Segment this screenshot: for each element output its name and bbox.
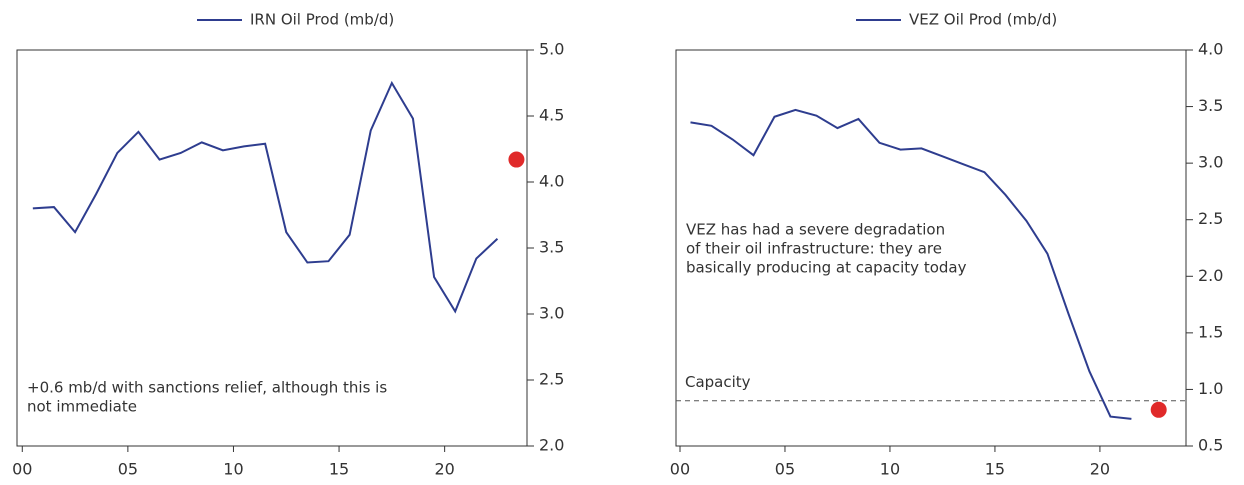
y-tick-label: 3.0: [539, 304, 564, 323]
y-tick-label: 2.5: [1198, 209, 1223, 228]
plot-frame: [675, 49, 1187, 447]
y-tick-label: 4.5: [539, 106, 564, 125]
x-tick-label: 05: [118, 460, 138, 479]
y-tick-label: 3.0: [1198, 153, 1223, 172]
x-tick-label: 20: [434, 460, 454, 479]
annotation: of their oil infrastructure: they are: [686, 240, 942, 258]
y-tick-label: 3.5: [539, 238, 564, 257]
x-tick-label: 15: [985, 460, 1005, 479]
y-tick-label: 4.0: [1198, 40, 1223, 59]
legend-label: IRN Oil Prod (mb/d): [250, 11, 394, 29]
y-tick-label: 3.5: [1198, 96, 1223, 115]
x-tick-label: 00: [12, 460, 32, 479]
y-tick-label: 2.0: [1198, 266, 1223, 285]
y-tick-label: 4.0: [539, 172, 564, 191]
y-tick-label: 5.0: [539, 40, 564, 59]
annotation: +0.6 mb/d with sanctions relief, althoug…: [27, 379, 387, 397]
x-tick-label: 15: [329, 460, 349, 479]
y-tick-label: 1.0: [1198, 379, 1223, 398]
x-tick-label: 05: [775, 460, 795, 479]
highlight-point: [1150, 401, 1167, 418]
x-tick-label: 10: [880, 460, 900, 479]
series-line: [690, 108, 1132, 420]
x-tick-label: 10: [223, 460, 243, 479]
annotation: VEZ has had a severe degradation: [686, 221, 945, 239]
y-tick-label: 2.0: [539, 436, 564, 455]
series-line: [32, 80, 499, 314]
y-tick-label: 0.5: [1198, 436, 1223, 455]
x-tick-label: 20: [1090, 460, 1110, 479]
annotation: not immediate: [27, 398, 137, 416]
reference-label: Capacity: [685, 373, 751, 391]
legend-label: VEZ Oil Prod (mb/d): [909, 11, 1057, 29]
highlight-point: [508, 151, 525, 168]
annotation: basically producing at capacity today: [686, 259, 967, 277]
y-tick-label: 1.5: [1198, 322, 1223, 341]
y-tick-label: 2.5: [539, 370, 564, 389]
x-tick-label: 00: [670, 460, 690, 479]
